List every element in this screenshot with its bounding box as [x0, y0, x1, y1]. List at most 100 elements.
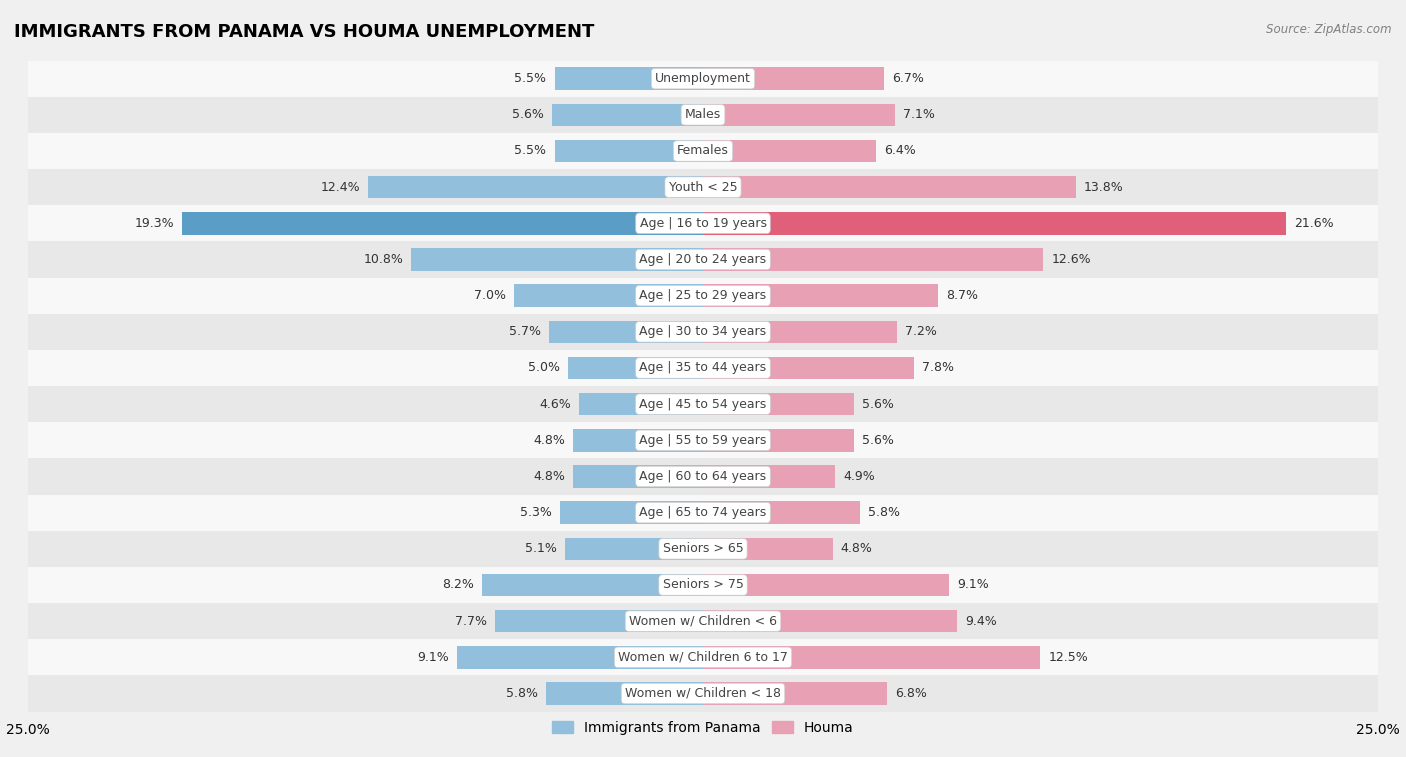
Text: 21.6%: 21.6% [1294, 217, 1334, 230]
Bar [28, 133, 1378, 169]
Text: 5.6%: 5.6% [862, 434, 894, 447]
Text: 6.7%: 6.7% [891, 72, 924, 85]
Bar [703, 104, 894, 126]
Bar [703, 574, 949, 597]
Bar [703, 67, 884, 90]
Text: 7.2%: 7.2% [905, 326, 938, 338]
Bar [703, 682, 887, 705]
Text: Age | 35 to 44 years: Age | 35 to 44 years [640, 362, 766, 375]
Text: 5.8%: 5.8% [868, 506, 900, 519]
Text: 12.5%: 12.5% [1049, 651, 1088, 664]
Text: Age | 65 to 74 years: Age | 65 to 74 years [640, 506, 766, 519]
Text: 5.8%: 5.8% [506, 687, 538, 700]
Bar [28, 675, 1378, 712]
Bar [28, 61, 1378, 97]
Text: Age | 45 to 54 years: Age | 45 to 54 years [640, 397, 766, 410]
Bar [181, 212, 703, 235]
Bar [28, 169, 1378, 205]
Bar [28, 386, 1378, 422]
Text: Age | 20 to 24 years: Age | 20 to 24 years [640, 253, 766, 266]
Text: Age | 60 to 64 years: Age | 60 to 64 years [640, 470, 766, 483]
Text: 8.7%: 8.7% [946, 289, 979, 302]
Bar [703, 501, 859, 524]
Bar [560, 501, 703, 524]
Text: 5.6%: 5.6% [862, 397, 894, 410]
Bar [547, 682, 703, 705]
Text: Males: Males [685, 108, 721, 121]
Text: 6.4%: 6.4% [884, 145, 915, 157]
Text: Women w/ Children < 18: Women w/ Children < 18 [626, 687, 780, 700]
Bar [579, 393, 703, 416]
Text: 12.4%: 12.4% [321, 181, 360, 194]
Bar [28, 567, 1378, 603]
Text: 4.8%: 4.8% [533, 470, 565, 483]
Text: IMMIGRANTS FROM PANAMA VS HOUMA UNEMPLOYMENT: IMMIGRANTS FROM PANAMA VS HOUMA UNEMPLOY… [14, 23, 595, 41]
Bar [551, 104, 703, 126]
Text: 4.6%: 4.6% [538, 397, 571, 410]
Bar [28, 422, 1378, 459]
Bar [28, 97, 1378, 133]
Text: Seniors > 65: Seniors > 65 [662, 542, 744, 556]
Text: 4.8%: 4.8% [533, 434, 565, 447]
Text: Source: ZipAtlas.com: Source: ZipAtlas.com [1267, 23, 1392, 36]
Text: 9.1%: 9.1% [418, 651, 450, 664]
Text: Females: Females [678, 145, 728, 157]
Text: Unemployment: Unemployment [655, 72, 751, 85]
Bar [28, 459, 1378, 494]
Bar [565, 537, 703, 560]
Bar [368, 176, 703, 198]
Bar [703, 393, 855, 416]
Bar [703, 321, 897, 343]
Text: Women w/ Children 6 to 17: Women w/ Children 6 to 17 [619, 651, 787, 664]
Bar [28, 278, 1378, 313]
Bar [703, 285, 938, 307]
Bar [515, 285, 703, 307]
Text: 8.2%: 8.2% [441, 578, 474, 591]
Bar [703, 537, 832, 560]
Bar [457, 646, 703, 668]
Text: 5.7%: 5.7% [509, 326, 541, 338]
Bar [495, 610, 703, 632]
Bar [574, 429, 703, 451]
Bar [703, 429, 855, 451]
Text: 7.1%: 7.1% [903, 108, 935, 121]
Text: 13.8%: 13.8% [1084, 181, 1123, 194]
Text: 5.1%: 5.1% [526, 542, 557, 556]
Bar [28, 494, 1378, 531]
Bar [703, 646, 1040, 668]
Legend: Immigrants from Panama, Houma: Immigrants from Panama, Houma [547, 715, 859, 740]
Bar [554, 140, 703, 162]
Bar [703, 610, 956, 632]
Text: 19.3%: 19.3% [134, 217, 174, 230]
Text: 9.1%: 9.1% [956, 578, 988, 591]
Text: 5.0%: 5.0% [527, 362, 560, 375]
Bar [554, 67, 703, 90]
Bar [703, 466, 835, 488]
Bar [412, 248, 703, 271]
Bar [703, 357, 914, 379]
Text: 10.8%: 10.8% [364, 253, 404, 266]
Text: 4.9%: 4.9% [844, 470, 875, 483]
Text: 7.0%: 7.0% [474, 289, 506, 302]
Text: 7.7%: 7.7% [456, 615, 486, 628]
Text: 9.4%: 9.4% [965, 615, 997, 628]
Text: Age | 16 to 19 years: Age | 16 to 19 years [640, 217, 766, 230]
Bar [28, 603, 1378, 639]
Text: Women w/ Children < 6: Women w/ Children < 6 [628, 615, 778, 628]
Text: 5.5%: 5.5% [515, 145, 547, 157]
Bar [28, 241, 1378, 278]
Bar [28, 639, 1378, 675]
Text: Age | 25 to 29 years: Age | 25 to 29 years [640, 289, 766, 302]
Text: 12.6%: 12.6% [1052, 253, 1091, 266]
Text: Youth < 25: Youth < 25 [669, 181, 737, 194]
Bar [568, 357, 703, 379]
Bar [703, 140, 876, 162]
Bar [703, 212, 1286, 235]
Bar [703, 176, 1076, 198]
Bar [28, 205, 1378, 241]
Text: 6.8%: 6.8% [894, 687, 927, 700]
Bar [703, 248, 1043, 271]
Bar [28, 313, 1378, 350]
Bar [28, 531, 1378, 567]
Text: Seniors > 75: Seniors > 75 [662, 578, 744, 591]
